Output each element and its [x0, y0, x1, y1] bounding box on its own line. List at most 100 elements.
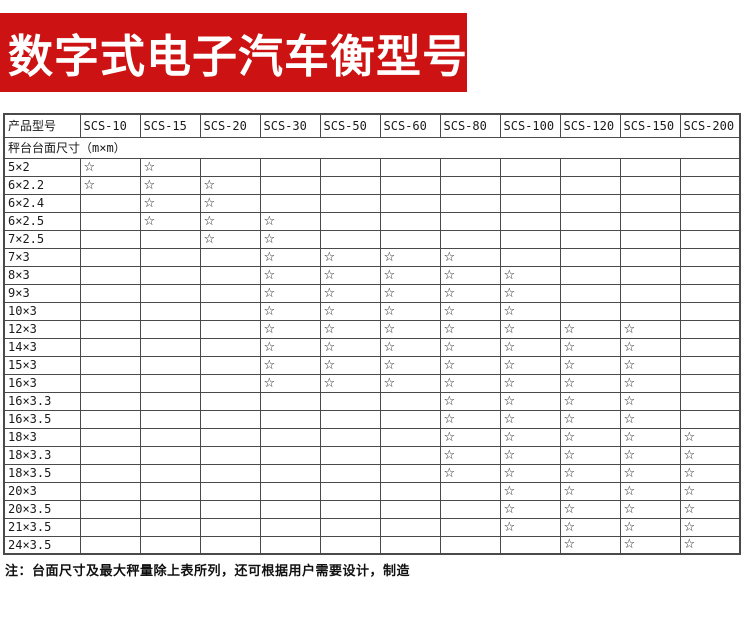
- empty-cell: [499, 193, 561, 213]
- empty-cell: [379, 409, 441, 429]
- subheader-row: 秤台台面尺寸（m×m）: [3, 136, 741, 159]
- star-icon: ☆: [559, 319, 621, 339]
- star-icon: ☆: [499, 283, 561, 303]
- star-icon: ☆: [259, 283, 321, 303]
- table-body: 5×2 ☆ ☆ 6×2.2 ☆ ☆ ☆ 6×2.4 ☆ ☆ 6×2.5 ☆ ☆ ☆ 7×2.5 ☆ ☆ 7×3 ☆ ☆…: [3, 157, 741, 555]
- empty-cell: [79, 499, 141, 519]
- empty-cell: [199, 283, 261, 303]
- empty-cell: [259, 481, 321, 501]
- star-icon: ☆: [679, 499, 741, 519]
- star-icon: ☆: [559, 409, 621, 429]
- footnote: 注：台面尺寸及最大秤量除上表所列，还可根据用户需要设计，制造: [5, 563, 411, 578]
- empty-cell: [139, 445, 201, 465]
- header-row: 产品型号 SCS-10 SCS-15 SCS-20 SCS-30 SCS-50 SCS-60…: [3, 113, 741, 138]
- size-cell: 5×2: [3, 157, 81, 177]
- star-icon: ☆: [439, 319, 501, 339]
- star-icon: ☆: [259, 319, 321, 339]
- star-icon: ☆: [319, 247, 381, 267]
- star-icon: ☆: [439, 427, 501, 447]
- table-row: 18×3 ☆ ☆ ☆ ☆ ☆: [3, 427, 741, 447]
- empty-cell: [79, 319, 141, 339]
- empty-cell: [259, 175, 321, 195]
- star-icon: ☆: [559, 391, 621, 411]
- size-cell: 18×3.3: [3, 445, 81, 465]
- empty-cell: [679, 229, 741, 249]
- star-icon: ☆: [559, 337, 621, 357]
- star-icon: ☆: [619, 463, 681, 483]
- star-icon: ☆: [499, 337, 561, 357]
- table-row: 7×3 ☆ ☆ ☆ ☆: [3, 247, 741, 267]
- size-cell: 7×2.5: [3, 229, 81, 249]
- empty-cell: [559, 229, 621, 249]
- star-icon: ☆: [139, 211, 201, 231]
- empty-cell: [379, 517, 441, 537]
- star-icon: ☆: [499, 301, 561, 321]
- table-row: 21×3.5 ☆ ☆ ☆ ☆: [3, 517, 741, 537]
- star-icon: ☆: [499, 481, 561, 501]
- table-row: 7×2.5 ☆ ☆: [3, 229, 741, 249]
- empty-cell: [79, 373, 141, 393]
- empty-cell: [199, 481, 261, 501]
- empty-cell: [79, 445, 141, 465]
- empty-cell: [139, 517, 201, 537]
- star-icon: ☆: [439, 337, 501, 357]
- star-icon: ☆: [379, 319, 441, 339]
- empty-cell: [139, 319, 201, 339]
- empty-cell: [259, 427, 321, 447]
- empty-cell: [679, 391, 741, 411]
- star-icon: ☆: [319, 319, 381, 339]
- empty-cell: [79, 211, 141, 231]
- empty-cell: [679, 355, 741, 375]
- empty-cell: [559, 247, 621, 267]
- empty-cell: [199, 427, 261, 447]
- table-head: 产品型号 SCS-10 SCS-15 SCS-20 SCS-30 SCS-50 SCS-60…: [3, 113, 741, 159]
- empty-cell: [139, 355, 201, 375]
- star-icon: ☆: [439, 355, 501, 375]
- empty-cell: [679, 211, 741, 231]
- star-icon: ☆: [199, 211, 261, 231]
- star-icon: ☆: [679, 517, 741, 537]
- star-icon: ☆: [259, 211, 321, 231]
- star-icon: ☆: [319, 373, 381, 393]
- empty-cell: [679, 301, 741, 321]
- size-cell: 18×3.5: [3, 463, 81, 483]
- empty-cell: [259, 409, 321, 429]
- size-cell: 6×2.2: [3, 175, 81, 195]
- empty-cell: [199, 535, 261, 555]
- size-cell: 16×3.3: [3, 391, 81, 411]
- table-row: 12×3 ☆ ☆ ☆ ☆ ☆ ☆ ☆: [3, 319, 741, 339]
- star-icon: ☆: [499, 463, 561, 483]
- empty-cell: [499, 535, 561, 555]
- model-column-header: SCS-60: [379, 113, 441, 138]
- empty-cell: [499, 229, 561, 249]
- empty-cell: [79, 337, 141, 357]
- star-icon: ☆: [439, 445, 501, 465]
- model-column-header: SCS-200: [679, 113, 741, 138]
- empty-cell: [199, 517, 261, 537]
- empty-cell: [79, 427, 141, 447]
- star-icon: ☆: [619, 535, 681, 555]
- empty-cell: [199, 355, 261, 375]
- table-row: 20×3 ☆ ☆ ☆ ☆: [3, 481, 741, 501]
- empty-cell: [199, 463, 261, 483]
- empty-cell: [139, 247, 201, 267]
- empty-cell: [379, 229, 441, 249]
- empty-cell: [139, 463, 201, 483]
- star-icon: ☆: [619, 373, 681, 393]
- empty-cell: [379, 193, 441, 213]
- empty-cell: [79, 193, 141, 213]
- model-header-cell: 产品型号: [3, 113, 81, 138]
- empty-cell: [139, 229, 201, 249]
- empty-cell: [499, 157, 561, 177]
- table-row: 16×3 ☆ ☆ ☆ ☆ ☆ ☆ ☆: [3, 373, 741, 393]
- size-cell: 6×2.4: [3, 193, 81, 213]
- size-cell: 6×2.5: [3, 211, 81, 231]
- empty-cell: [439, 481, 501, 501]
- star-icon: ☆: [619, 319, 681, 339]
- star-icon: ☆: [559, 499, 621, 519]
- platform-size-subheader: 秤台台面尺寸（m×m）: [3, 136, 741, 159]
- empty-cell: [139, 499, 201, 519]
- star-icon: ☆: [439, 373, 501, 393]
- empty-cell: [79, 535, 141, 555]
- empty-cell: [319, 229, 381, 249]
